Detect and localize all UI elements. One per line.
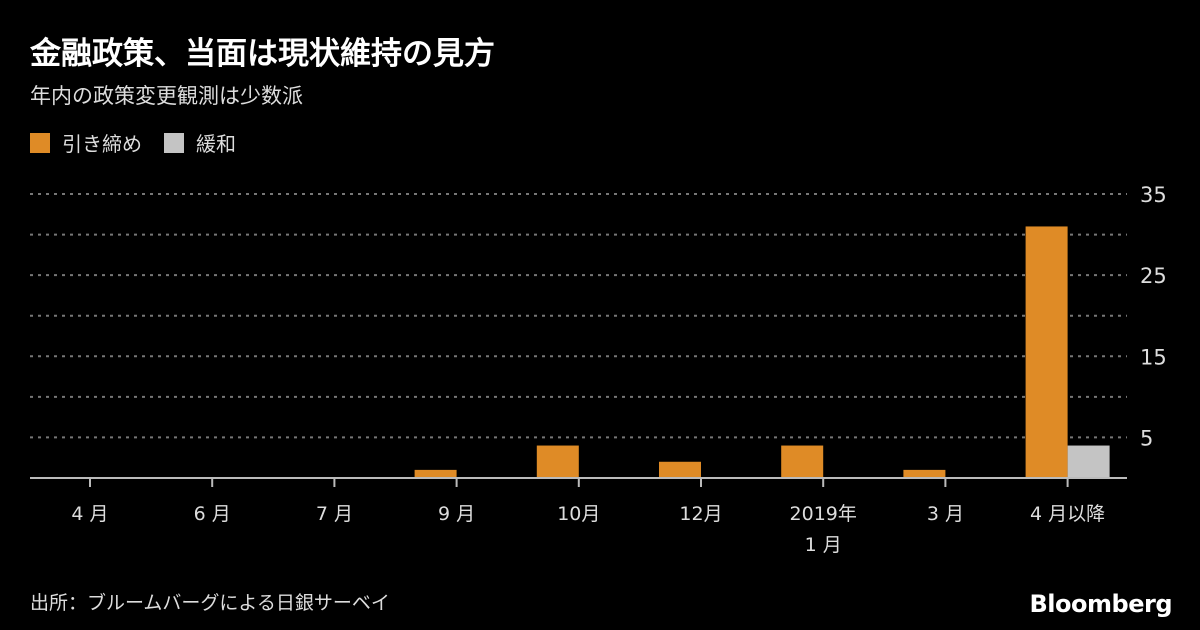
bar-tightening — [414, 469, 457, 478]
x-tick-label: 1 月 — [805, 534, 842, 556]
y-tick-label: 25 — [1140, 264, 1167, 288]
x-tick-label: 12月 — [679, 503, 722, 525]
y-tick-label: 15 — [1140, 345, 1167, 369]
x-tick-label: 10月 — [557, 503, 600, 525]
y-tick-label: 5 — [1140, 426, 1153, 450]
legend: 引き締め 緩和 — [30, 128, 258, 157]
legend-item-tightening: 引き締め — [30, 128, 142, 157]
bar-tightening — [536, 445, 579, 478]
x-tick-label: 9 月 — [438, 503, 475, 525]
chart-subtitle: 年内の政策変更観測は少数派 — [30, 84, 303, 108]
bar-tightening — [1025, 226, 1068, 478]
x-tick-label: 4 月以降 — [1030, 503, 1105, 525]
x-tick-label: 4 月 — [71, 503, 108, 525]
x-tick-label: 3 月 — [927, 503, 964, 525]
legend-swatch-tightening — [30, 132, 50, 153]
x-tick-label: 2019年 — [790, 503, 857, 525]
bar-tightening — [781, 445, 824, 478]
chart-title: 金融政策、当面は現状維持の見方 — [30, 36, 495, 72]
bar-tightening — [903, 469, 946, 478]
x-tick-label: 7 月 — [316, 503, 353, 525]
legend-item-easing: 緩和 — [164, 128, 236, 157]
bar-easing — [1067, 445, 1110, 478]
y-tick-label: 35 — [1140, 183, 1167, 207]
legend-swatch-easing — [164, 132, 184, 153]
legend-label: 引き締め — [62, 132, 142, 156]
source-note: 出所：ブルームバーグによる日銀サーベイ — [30, 592, 390, 614]
x-tick-label: 6 月 — [194, 503, 231, 525]
bar-tightening — [659, 461, 701, 478]
legend-label: 緩和 — [196, 132, 236, 156]
bloomberg-logo: Bloomberg — [1029, 590, 1173, 618]
